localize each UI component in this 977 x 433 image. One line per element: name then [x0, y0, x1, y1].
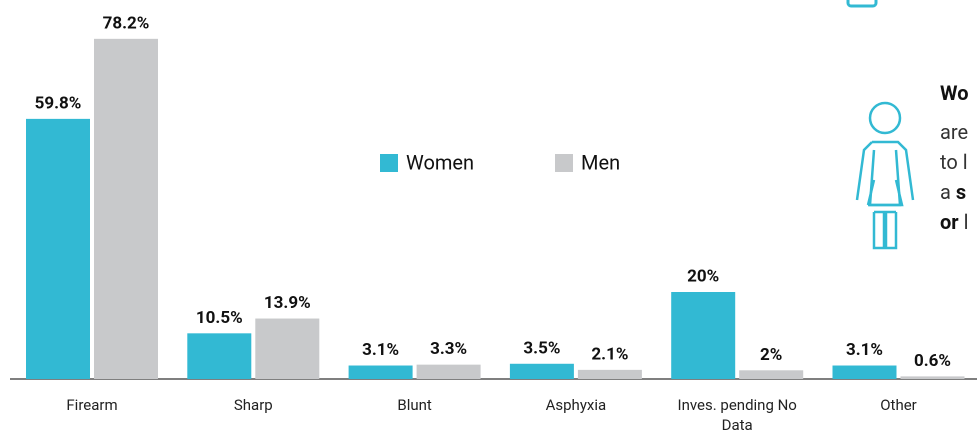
bar	[900, 376, 965, 379]
annotation-line: or l	[940, 210, 968, 234]
value-label: 0.6%	[914, 351, 951, 371]
legend-label: Men	[581, 150, 620, 174]
icon-box	[846, 0, 878, 8]
bar	[671, 292, 736, 379]
annotation-text: or	[940, 210, 964, 234]
x-tick-label: Blunt	[397, 396, 432, 414]
bar	[94, 38, 158, 379]
bar	[348, 365, 413, 379]
x-tick-label: Sharp	[233, 396, 273, 414]
annotation-line: to l	[940, 150, 968, 174]
value-label: 3.1%	[846, 340, 883, 360]
annotation-line: a s	[940, 180, 966, 204]
value-label: 13.9%	[264, 293, 311, 313]
bar	[187, 333, 252, 379]
value-label: 2.1%	[591, 344, 628, 364]
bar	[577, 369, 642, 379]
annotation-line: are	[940, 120, 968, 144]
value-label: 10.5%	[196, 308, 243, 328]
bar	[832, 365, 897, 379]
x-tick-label: Other	[880, 396, 917, 414]
value-label: 20%	[687, 266, 719, 286]
annotation-text: Wo	[940, 81, 969, 105]
legend-label: Women	[406, 150, 474, 174]
value-label: 3.5%	[523, 338, 560, 358]
value-label: 3.3%	[430, 339, 467, 359]
value-label: 78.2%	[103, 13, 150, 33]
x-tick-label: Inves. pending No Data	[677, 396, 797, 433]
value-label: 59.8%	[35, 93, 82, 113]
bar	[416, 364, 481, 379]
annotation-text: to l	[940, 150, 968, 174]
annotation-text: s	[956, 180, 966, 204]
legend-swatch	[380, 154, 398, 172]
bar	[509, 363, 574, 379]
annotation-text: a	[940, 180, 956, 204]
bar	[255, 318, 320, 379]
value-label: 2%	[760, 345, 782, 365]
x-tick-label: Asphyxia	[545, 396, 607, 414]
x-tick-label: Firearm	[66, 396, 118, 414]
woman-icon	[855, 101, 915, 250]
annotation-line: Wo	[940, 81, 969, 105]
annotation-text: l	[964, 210, 969, 234]
annotation-text: are	[940, 120, 968, 144]
bar	[739, 370, 804, 379]
bar	[26, 118, 90, 380]
legend-swatch	[555, 154, 573, 172]
value-label: 3.1%	[362, 340, 399, 360]
